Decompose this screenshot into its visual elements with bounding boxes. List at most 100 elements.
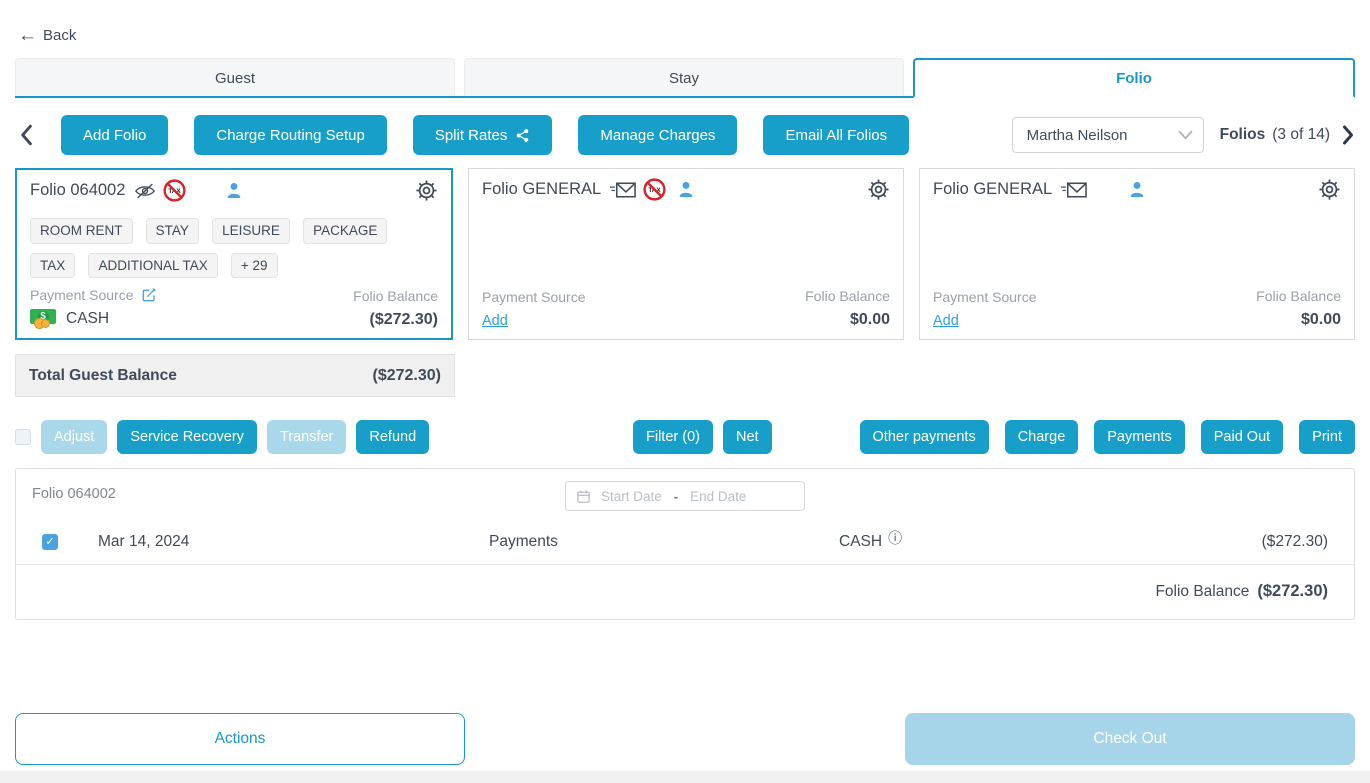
info-icon[interactable]: ⓘ — [888, 529, 903, 546]
manage-charges-button[interactable]: Manage Charges — [578, 115, 738, 155]
chevron-right-icon — [1343, 125, 1353, 145]
date-range-separator: - — [673, 488, 679, 504]
email-all-folios-label: Email All Folios — [785, 126, 888, 144]
folio-settings-gear-icon[interactable] — [415, 179, 438, 202]
actions-button-label: Actions — [214, 730, 266, 747]
folio-settings-gear-icon[interactable] — [867, 178, 890, 201]
email-all-folios-button[interactable]: Email All Folios — [763, 115, 910, 155]
payment-source-label: Payment Source — [933, 289, 1037, 305]
guest-person-icon[interactable] — [677, 180, 695, 199]
add-payment-source-link[interactable]: Add — [482, 313, 508, 329]
bottom-strip — [0, 771, 1370, 783]
split-rates-button[interactable]: Split Rates — [412, 115, 553, 155]
edit-icon[interactable] — [141, 287, 157, 303]
transaction-row[interactable]: ✓ Mar 14, 2024 Payments CASH ⓘ ($272.30) — [16, 519, 1354, 565]
print-button[interactable]: Print — [1299, 420, 1355, 454]
payment-method-value: CASH — [66, 310, 110, 327]
folio-balance-label: Folio Balance — [353, 288, 438, 304]
transaction-date: Mar 14, 2024 — [98, 532, 190, 550]
card-header: Folio GENERAL — [933, 178, 1341, 201]
charge-button[interactable]: Charge — [1004, 420, 1079, 454]
tab-folio-label: Folio — [1116, 69, 1152, 87]
check-out-label: Check Out — [1093, 730, 1167, 747]
card-bottom: Payment Source Add Folio Balance $0.00 — [933, 288, 1341, 329]
manage-charges-label: Manage Charges — [600, 126, 716, 144]
tab-stay[interactable]: Stay — [464, 58, 904, 98]
net-button[interactable]: Net — [722, 420, 772, 454]
service-recovery-label: Service Recovery — [130, 429, 244, 445]
guest-person-icon[interactable] — [1128, 180, 1146, 199]
calendar-icon — [577, 490, 590, 503]
refund-button[interactable]: Refund — [356, 420, 430, 454]
filter-button[interactable]: Filter (0) — [633, 420, 713, 454]
transaction-method: CASH ⓘ — [839, 530, 1189, 552]
actions-button[interactable]: Actions — [15, 713, 465, 765]
eye-slash-icon — [135, 183, 156, 198]
no-tax-icon: TAX — [163, 179, 186, 202]
transfer-label: Transfer — [279, 429, 334, 445]
start-date-input[interactable]: Start Date — [601, 488, 662, 504]
no-tax-icon: TAX — [643, 178, 666, 201]
tag: TAX — [30, 252, 76, 278]
end-date-input[interactable]: End Date — [690, 488, 747, 504]
adjust-button[interactable]: Adjust — [41, 420, 108, 454]
other-payments-button[interactable]: Other payments — [859, 420, 989, 454]
table-folio-balance-value: ($272.30) — [1257, 582, 1328, 600]
folio-balance-value: ($272.30) — [369, 311, 439, 328]
folios-count: (3 of 14) — [1272, 126, 1330, 143]
net-label: Net — [735, 429, 759, 445]
guest-person-icon[interactable] — [225, 181, 243, 200]
tag: LEISURE — [212, 218, 290, 244]
transaction-actions-bar: Adjust Service Recovery Transfer Refund … — [15, 419, 1355, 455]
transfer-button[interactable]: Transfer — [266, 420, 347, 454]
transaction-type: Payments — [489, 532, 558, 550]
paid-out-button[interactable]: Paid Out — [1200, 420, 1284, 454]
tag-more[interactable]: + 29 — [230, 252, 278, 278]
payments-button[interactable]: Payments — [1094, 420, 1185, 454]
tab-stay-label: Stay — [668, 70, 699, 87]
card-header: Folio 064002 TAX — [30, 179, 438, 202]
service-recovery-button[interactable]: Service Recovery — [117, 420, 257, 454]
add-folio-button[interactable]: Add Folio — [61, 115, 169, 155]
tab-guest[interactable]: Guest — [15, 58, 455, 98]
folio-title: Folio GENERAL — [933, 180, 1053, 198]
folio-card-general-1[interactable]: Folio GENERAL TAX Payment Source Add Fol… — [468, 168, 904, 340]
tab-guest-label: Guest — [214, 70, 256, 87]
select-all-checkbox[interactable] — [15, 429, 31, 445]
date-range-picker[interactable]: Start Date - End Date — [565, 481, 805, 511]
prev-folio-chevron[interactable] — [15, 124, 37, 146]
guest-dropdown-value: Martha Neilson — [1026, 126, 1128, 144]
tab-bar: Guest Stay Folio — [15, 58, 1355, 98]
folio-balance-label: Folio Balance — [805, 288, 890, 304]
folio-card-general-2[interactable]: Folio GENERAL Payment Source Add Folio B… — [919, 168, 1355, 340]
transaction-amount: ($272.30) — [1261, 532, 1328, 550]
charge-routing-label: Charge Routing Setup — [216, 126, 365, 144]
filter-label: Filter (0) — [646, 429, 700, 445]
add-payment-source-link[interactable]: Add — [933, 313, 959, 329]
check-out-button[interactable]: Check Out — [905, 713, 1355, 765]
folio-title: Folio GENERAL — [482, 180, 602, 198]
folios-pager: Folios (3 of 14) — [1220, 125, 1355, 145]
total-guest-balance-label: Total Guest Balance — [29, 366, 177, 384]
transactions-table: Folio 064002 Start Date - End Date ✓ Mar… — [15, 468, 1355, 620]
cash-icon — [30, 309, 57, 329]
folio-balance-label: Folio Balance — [1256, 288, 1341, 304]
transactions-folio-label: Folio 064002 — [32, 486, 116, 502]
card-status-icons: TAX — [610, 178, 666, 201]
folio-settings-gear-icon[interactable] — [1318, 178, 1341, 201]
next-folio-chevron[interactable] — [1342, 125, 1355, 145]
folio-cards: Folio 064002 TAX ROOM RENT STAY LEISURE … — [15, 168, 1355, 340]
table-folio-balance-label: Folio Balance — [1155, 582, 1250, 600]
folios-label: Folios — [1219, 126, 1266, 143]
card-status-icons: TAX — [134, 179, 186, 202]
tab-folio[interactable]: Folio — [913, 58, 1355, 98]
charge-routing-setup-button[interactable]: Charge Routing Setup — [194, 115, 387, 155]
back-button[interactable]: ← Back — [0, 0, 90, 45]
card-bottom: Payment Source Add Folio Balance $0.00 — [482, 288, 890, 329]
row-checkbox-checked[interactable]: ✓ — [42, 533, 58, 550]
refund-label: Refund — [369, 429, 417, 445]
guest-dropdown[interactable]: Martha Neilson — [1011, 117, 1204, 153]
adjust-label: Adjust — [54, 429, 95, 445]
payment-source-label: Payment Source — [482, 289, 586, 305]
folio-card-064002[interactable]: Folio 064002 TAX ROOM RENT STAY LEISURE … — [15, 168, 453, 340]
